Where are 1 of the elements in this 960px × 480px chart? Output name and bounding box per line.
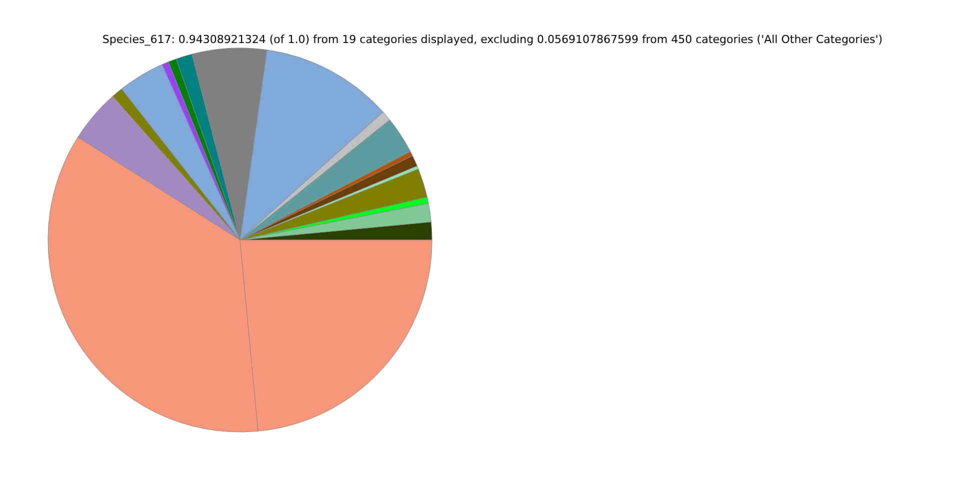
text: Species_617: 0.94308921324 (of 1.0) from 19 categories displayed, excluding 0.0569107867599 from 450 categories ('All Other Categories') bbox=[102, 32, 883, 46]
